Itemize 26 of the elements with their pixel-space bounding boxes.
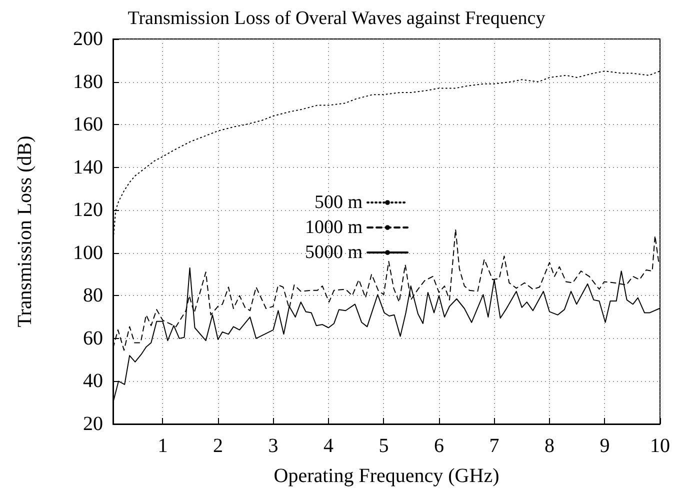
y-tick-label: 60: [83, 327, 103, 350]
y-tick-label: 40: [83, 370, 103, 392]
y-tick-label: 200: [73, 28, 103, 50]
legend-label: 500 m: [314, 192, 363, 213]
x-tick-label: 5: [378, 435, 389, 457]
y-tick-label: 80: [83, 284, 103, 307]
y-axis-title: Transmission Loss (dB): [14, 136, 36, 328]
x-tick-label: 6: [434, 435, 444, 457]
x-tick-label: 7: [489, 435, 500, 457]
x-tick-label: 8: [544, 435, 554, 457]
y-tick-label: 120: [73, 199, 103, 222]
legend-label: 1000 m: [305, 217, 363, 238]
y-tick-label: 140: [73, 156, 103, 178]
y-tick-label: 100: [73, 242, 103, 264]
x-tick-label: 1: [158, 435, 168, 457]
legend-label: 5000 m: [305, 242, 363, 263]
x-tick-label: 9: [600, 435, 610, 457]
x-tick-label: 2: [212, 435, 223, 457]
x-axis-title: Operating Frequency (GHz): [274, 465, 500, 487]
x-tick-label: 4: [323, 435, 334, 457]
y-tick-label: 20: [83, 413, 103, 435]
x-tick-label: 10: [650, 435, 670, 457]
y-tick-label: 160: [73, 114, 103, 136]
x-tick-label: 3: [268, 435, 278, 457]
chart-title: Transmission Loss of Overal Waves against Frequency: [128, 8, 546, 29]
y-tick-label: 180: [73, 70, 103, 93]
